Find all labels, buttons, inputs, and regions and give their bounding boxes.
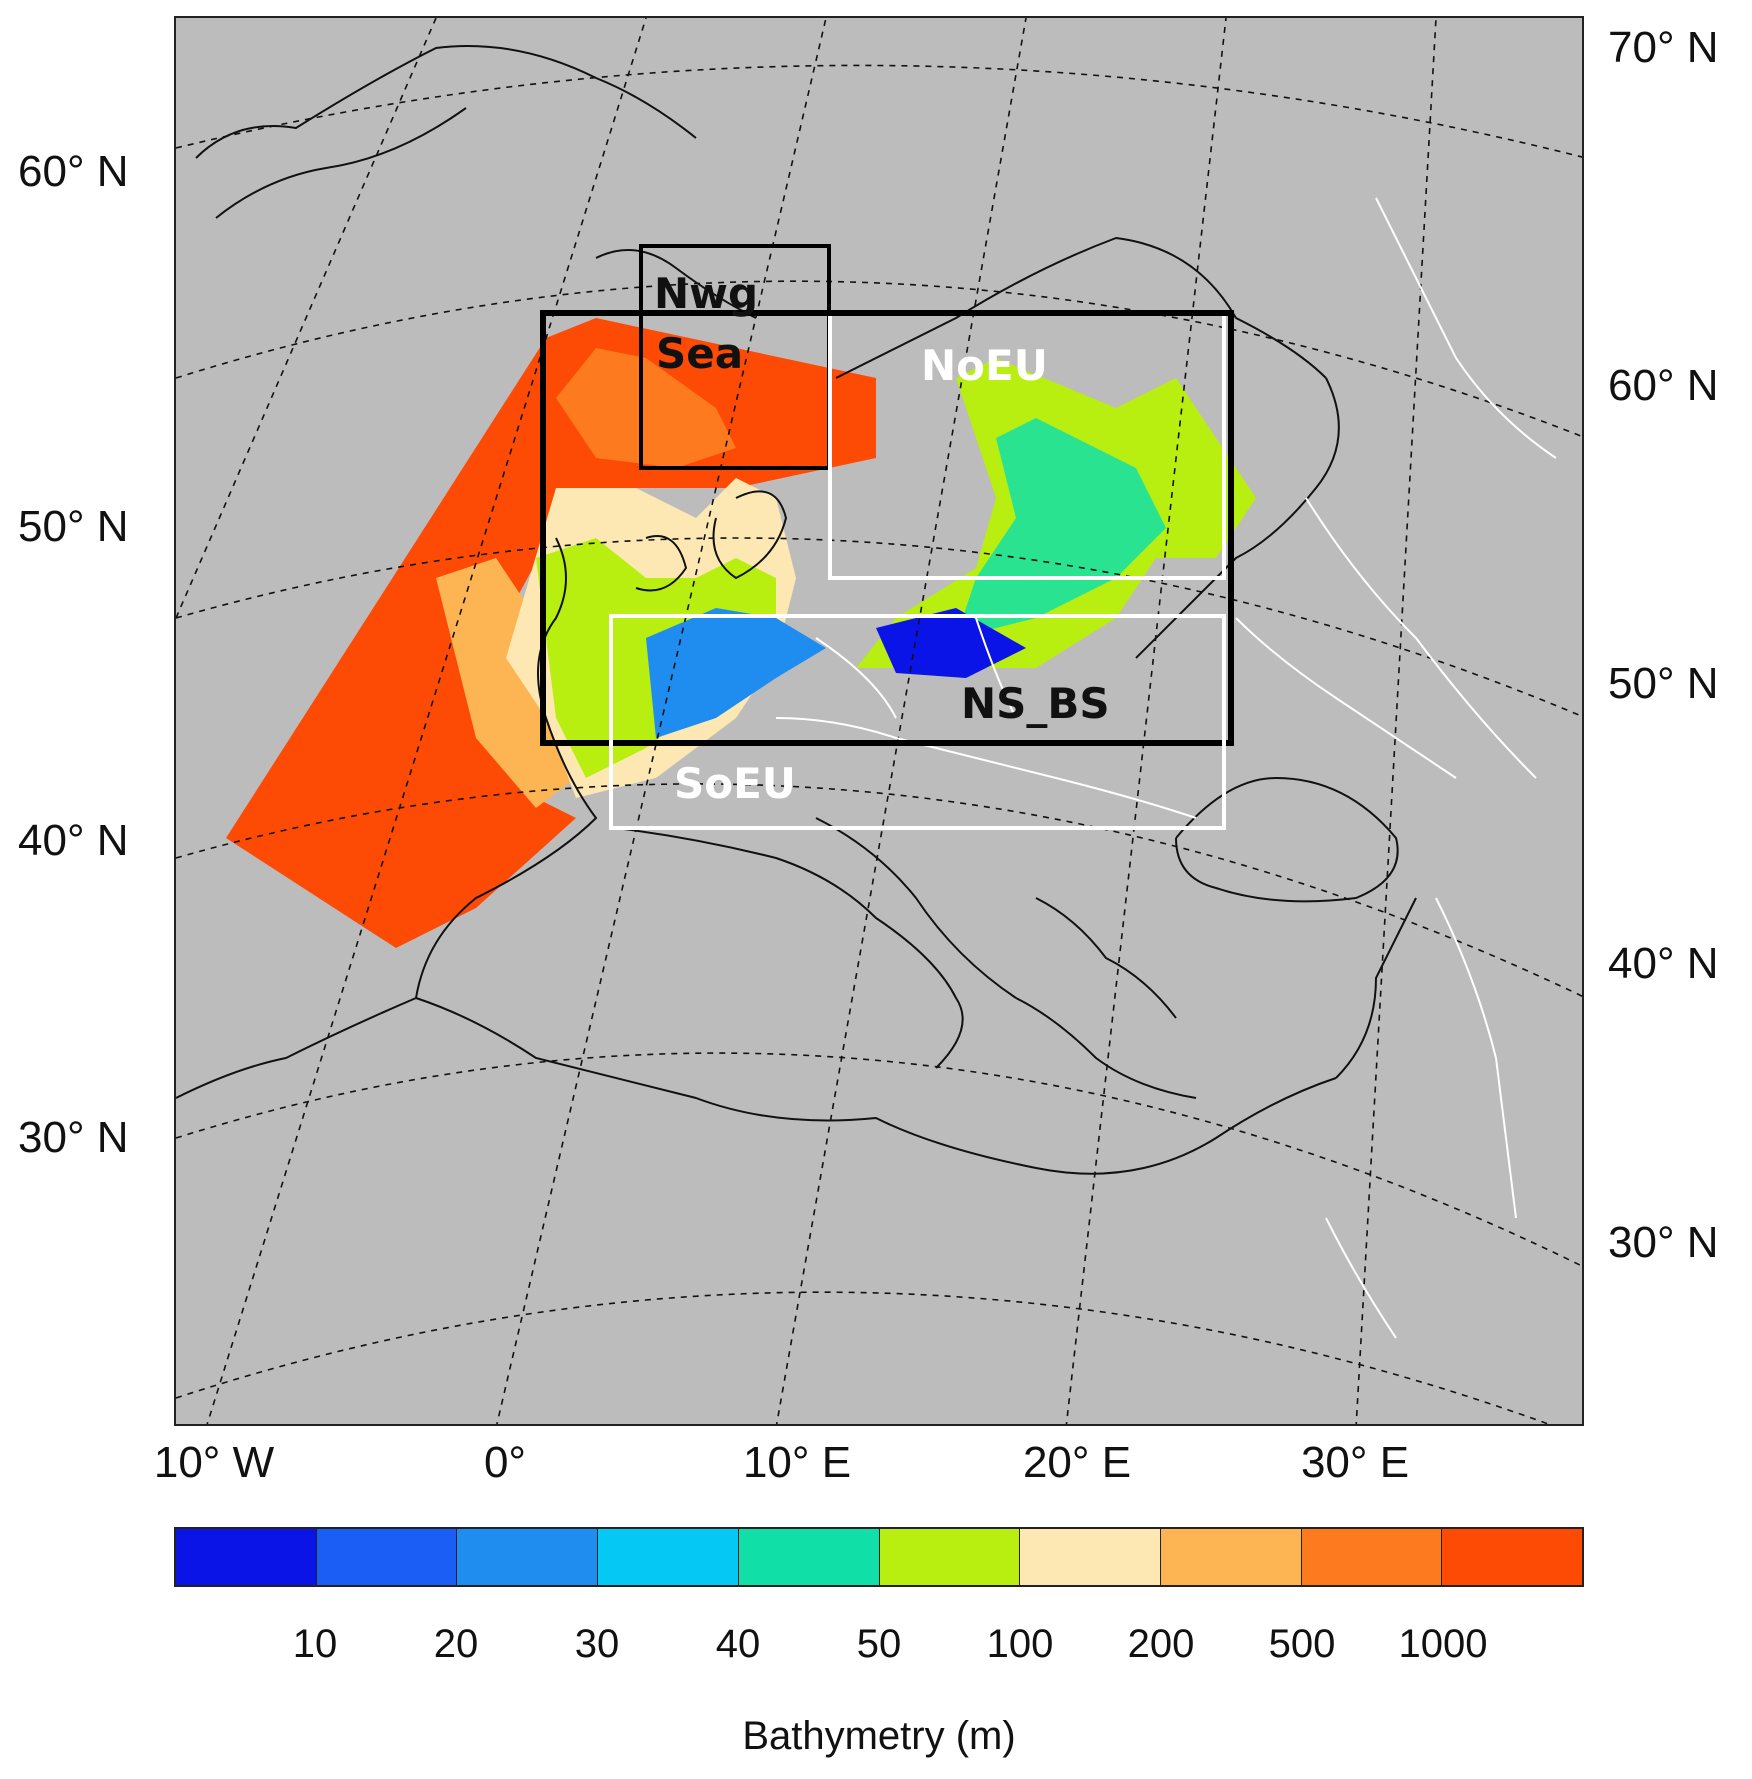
lat-label-right-60n: 60° N: [1608, 361, 1719, 410]
lon-label-0: 0°: [483, 1438, 527, 1487]
region-label-noeu: NoEU: [921, 341, 1048, 390]
lat-label-right-40n: 40° N: [1608, 939, 1719, 988]
colorbar-tick-label: 1000: [1398, 1622, 1488, 1666]
region-label-soeu: SoEU: [674, 759, 796, 808]
colorbar-segment: [176, 1529, 317, 1585]
colorbar-segment: [1301, 1529, 1443, 1585]
colorbar-segment: [1020, 1529, 1161, 1585]
bathymetry-deep-ocean: [226, 318, 876, 948]
lon-label-10e: 10° E: [742, 1438, 852, 1487]
lon-label-30e: 30° E: [1300, 1438, 1410, 1487]
colorbar-segment: [1160, 1529, 1302, 1585]
rivers: [775, 197, 1557, 1339]
colorbar-tick-label: 50: [856, 1622, 902, 1666]
bathymetry-colorbar: [174, 1527, 1584, 1587]
colorbar-tick-label: 100: [986, 1622, 1054, 1666]
bathymetry-north-sea-shallow: [646, 608, 826, 738]
lat-label-right-70n: 70° N: [1608, 23, 1719, 72]
region-label-nwg: Nwg: [654, 269, 758, 318]
bathymetry-baltic-edge: [876, 608, 1026, 678]
bathymetry-baltic-deep: [956, 418, 1166, 638]
colorbar-segment: [316, 1529, 458, 1585]
region-label-sea: Sea: [656, 329, 743, 378]
map-panel: Nwg Sea NoEU NS_BS SoEU: [174, 16, 1584, 1426]
region-box-soeu: [609, 614, 1226, 830]
lat-label-left-40n: 40° N: [18, 816, 129, 865]
colorbar-segment: [457, 1529, 599, 1585]
colorbar-segment: [738, 1529, 880, 1585]
coastlines: [176, 45, 1417, 1175]
lat-label-left-30n: 30° N: [18, 1113, 129, 1162]
colorbar-tick-label: 10: [292, 1622, 338, 1666]
colorbar-tick-label: 500: [1268, 1622, 1336, 1666]
colorbar-tick-label: 30: [574, 1622, 620, 1666]
colorbar-segment: [879, 1529, 1021, 1585]
lat-label-left-60n: 60° N: [18, 147, 129, 196]
region-box-ns-bs: [540, 310, 1234, 746]
colorbar-tick-label: 20: [433, 1622, 479, 1666]
map-canvas: Nwg Sea NoEU NS_BS SoEU: [176, 18, 1582, 1424]
colorbar-tick-label: 40: [715, 1622, 761, 1666]
lon-label-10w: 10° W: [153, 1438, 275, 1487]
lat-label-left-50n: 50° N: [18, 502, 129, 551]
bathymetry-slope-1: [556, 348, 736, 468]
colorbar-segment: [1442, 1529, 1583, 1585]
colorbar-title: Bathymetry (m): [742, 1714, 1016, 1758]
colorbar-segment: [598, 1529, 739, 1585]
lon-label-20e: 20° E: [1022, 1438, 1132, 1487]
lat-label-right-30n: 30° N: [1608, 1218, 1719, 1267]
region-label-ns-bs: NS_BS: [961, 679, 1110, 728]
lat-label-right-50n: 50° N: [1608, 659, 1719, 708]
colorbar-tick-label: 200: [1127, 1622, 1195, 1666]
graticule: [176, 18, 1582, 1424]
